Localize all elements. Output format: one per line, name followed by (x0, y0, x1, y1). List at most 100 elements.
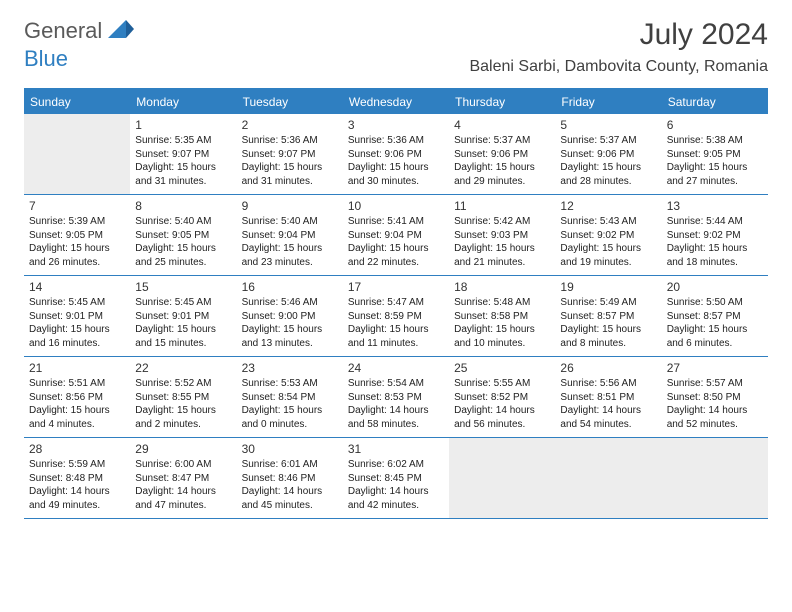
day-info: Sunrise: 5:54 AMSunset: 8:53 PMDaylight:… (348, 377, 444, 431)
day-number: 19 (560, 280, 656, 294)
day-info: Sunrise: 5:42 AMSunset: 9:03 PMDaylight:… (454, 215, 550, 269)
day-info: Sunrise: 5:46 AMSunset: 9:00 PMDaylight:… (242, 296, 338, 350)
calendar-cell: 24 Sunrise: 5:54 AMSunset: 8:53 PMDayligh… (343, 357, 449, 437)
day-number: 7 (29, 199, 125, 213)
day-number: 4 (454, 118, 550, 132)
calendar-week: 1 Sunrise: 5:35 AMSunset: 9:07 PMDaylight… (24, 114, 768, 195)
day-info: Sunrise: 5:38 AMSunset: 9:05 PMDaylight:… (667, 134, 763, 188)
day-number: 18 (454, 280, 550, 294)
day-number: 26 (560, 361, 656, 375)
day-info: Sunrise: 5:40 AMSunset: 9:05 PMDaylight:… (135, 215, 231, 269)
day-header-row: SundayMondayTuesdayWednesdayThursdayFrid… (24, 90, 768, 114)
day-info: Sunrise: 5:39 AMSunset: 9:05 PMDaylight:… (29, 215, 125, 269)
day-number: 11 (454, 199, 550, 213)
calendar: SundayMondayTuesdayWednesdayThursdayFrid… (24, 88, 768, 519)
calendar-cell: 11 Sunrise: 5:42 AMSunset: 9:03 PMDayligh… (449, 195, 555, 275)
day-header-cell: Sunday (24, 90, 130, 114)
day-info: Sunrise: 5:50 AMSunset: 8:57 PMDaylight:… (667, 296, 763, 350)
day-number: 15 (135, 280, 231, 294)
day-number: 22 (135, 361, 231, 375)
day-number: 6 (667, 118, 763, 132)
logo-shape-icon (108, 20, 134, 43)
day-info: Sunrise: 5:43 AMSunset: 9:02 PMDaylight:… (560, 215, 656, 269)
day-info: Sunrise: 6:02 AMSunset: 8:45 PMDaylight:… (348, 458, 444, 512)
calendar-cell: 12 Sunrise: 5:43 AMSunset: 9:02 PMDayligh… (555, 195, 661, 275)
day-header-cell: Tuesday (237, 90, 343, 114)
day-number: 14 (29, 280, 125, 294)
calendar-cell: 10 Sunrise: 5:41 AMSunset: 9:04 PMDayligh… (343, 195, 449, 275)
day-number: 3 (348, 118, 444, 132)
day-number: 5 (560, 118, 656, 132)
calendar-week: 21Sunrise: 5:51 AMSunset: 8:56 PMDayligh… (24, 357, 768, 438)
day-info: Sunrise: 5:49 AMSunset: 8:57 PMDaylight:… (560, 296, 656, 350)
calendar-cell: 9Sunrise: 5:40 AMSunset: 9:04 PMDaylight… (237, 195, 343, 275)
day-number: 31 (348, 442, 444, 456)
calendar-cell: 8Sunrise: 5:40 AMSunset: 9:05 PMDaylight… (130, 195, 236, 275)
calendar-cell: 31 Sunrise: 6:02 AMSunset: 8:45 PMDayligh… (343, 438, 449, 518)
day-info: Sunrise: 5:55 AMSunset: 8:52 PMDaylight:… (454, 377, 550, 431)
calendar-cell: 13 Sunrise: 5:44 AMSunset: 9:02 PMDayligh… (662, 195, 768, 275)
calendar-cell: 29 Sunrise: 6:00 AMSunset: 8:47 PMDayligh… (130, 438, 236, 518)
calendar-cell: 14 Sunrise: 5:45 AMSunset: 9:01 PMDayligh… (24, 276, 130, 356)
header: General July 2024 Baleni Sarbi, Dambovit… (0, 0, 792, 80)
day-number: 10 (348, 199, 444, 213)
calendar-cell: 18 Sunrise: 5:48 AMSunset: 8:58 PMDayligh… (449, 276, 555, 356)
day-header-cell: Saturday (662, 90, 768, 114)
day-header-cell: Thursday (449, 90, 555, 114)
calendar-cell: 6 Sunrise: 5:38 AMSunset: 9:05 PMDaylight… (662, 114, 768, 194)
day-info: Sunrise: 5:35 AMSunset: 9:07 PMDaylight:… (135, 134, 231, 188)
day-number: 12 (560, 199, 656, 213)
calendar-cell: 19 Sunrise: 5:49 AMSunset: 8:57 PMDayligh… (555, 276, 661, 356)
day-info: Sunrise: 5:44 AMSunset: 9:02 PMDaylight:… (667, 215, 763, 269)
day-number: 2 (242, 118, 338, 132)
day-number: 30 (242, 442, 338, 456)
calendar-cell (24, 114, 130, 194)
calendar-cell: 1 Sunrise: 5:35 AMSunset: 9:07 PMDaylight… (130, 114, 236, 194)
day-info: Sunrise: 6:00 AMSunset: 8:47 PMDaylight:… (135, 458, 231, 512)
calendar-cell: 22 Sunrise: 5:52 AMSunset: 8:55 PMDayligh… (130, 357, 236, 437)
day-number: 27 (667, 361, 763, 375)
day-number: 13 (667, 199, 763, 213)
calendar-cell (662, 438, 768, 518)
calendar-cell: 16Sunrise: 5:46 AMSunset: 9:00 PMDayligh… (237, 276, 343, 356)
day-number: 21 (29, 361, 125, 375)
day-number: 1 (135, 118, 231, 132)
day-header-cell: Friday (555, 90, 661, 114)
logo-text-blue: Blue (24, 46, 68, 71)
day-number: 29 (135, 442, 231, 456)
day-number: 20 (667, 280, 763, 294)
day-info: Sunrise: 5:48 AMSunset: 8:58 PMDaylight:… (454, 296, 550, 350)
day-info: Sunrise: 5:45 AMSunset: 9:01 PMDaylight:… (29, 296, 125, 350)
calendar-cell: 7 Sunrise: 5:39 AMSunset: 9:05 PMDaylight… (24, 195, 130, 275)
location-text: Baleni Sarbi, Dambovita County, Romania (469, 58, 768, 76)
day-info: Sunrise: 5:59 AMSunset: 8:48 PMDaylight:… (29, 458, 125, 512)
day-number: 24 (348, 361, 444, 375)
logo-text-general: General (24, 18, 102, 44)
calendar-week: 7 Sunrise: 5:39 AMSunset: 9:05 PMDaylight… (24, 195, 768, 276)
day-info: Sunrise: 5:53 AMSunset: 8:54 PMDaylight:… (242, 377, 338, 431)
logo: General (24, 18, 136, 44)
calendar-cell: 2Sunrise: 5:36 AMSunset: 9:07 PMDaylight… (237, 114, 343, 194)
day-info: Sunrise: 5:45 AMSunset: 9:01 PMDaylight:… (135, 296, 231, 350)
calendar-cell: 15 Sunrise: 5:45 AMSunset: 9:01 PMDayligh… (130, 276, 236, 356)
day-info: Sunrise: 5:41 AMSunset: 9:04 PMDaylight:… (348, 215, 444, 269)
day-info: Sunrise: 5:56 AMSunset: 8:51 PMDaylight:… (560, 377, 656, 431)
calendar-cell: 17Sunrise: 5:47 AMSunset: 8:59 PMDayligh… (343, 276, 449, 356)
day-info: Sunrise: 6:01 AMSunset: 8:46 PMDaylight:… (242, 458, 338, 512)
day-info: Sunrise: 5:57 AMSunset: 8:50 PMDaylight:… (667, 377, 763, 431)
calendar-cell: 21Sunrise: 5:51 AMSunset: 8:56 PMDayligh… (24, 357, 130, 437)
day-number: 9 (242, 199, 338, 213)
day-info: Sunrise: 5:37 AMSunset: 9:06 PMDaylight:… (454, 134, 550, 188)
calendar-cell: 5 Sunrise: 5:37 AMSunset: 9:06 PMDaylight… (555, 114, 661, 194)
calendar-cell (449, 438, 555, 518)
title-block: July 2024 Baleni Sarbi, Dambovita County… (469, 18, 768, 76)
calendar-cell: 30 Sunrise: 6:01 AMSunset: 8:46 PMDayligh… (237, 438, 343, 518)
day-header-cell: Monday (130, 90, 236, 114)
day-info: Sunrise: 5:52 AMSunset: 8:55 PMDaylight:… (135, 377, 231, 431)
calendar-cell: 20 Sunrise: 5:50 AMSunset: 8:57 PMDayligh… (662, 276, 768, 356)
calendar-cell: 28Sunrise: 5:59 AMSunset: 8:48 PMDayligh… (24, 438, 130, 518)
day-info: Sunrise: 5:36 AMSunset: 9:06 PMDaylight:… (348, 134, 444, 188)
calendar-cell: 25Sunrise: 5:55 AMSunset: 8:52 PMDayligh… (449, 357, 555, 437)
day-header-cell: Wednesday (343, 90, 449, 114)
day-info: Sunrise: 5:37 AMSunset: 9:06 PMDaylight:… (560, 134, 656, 188)
